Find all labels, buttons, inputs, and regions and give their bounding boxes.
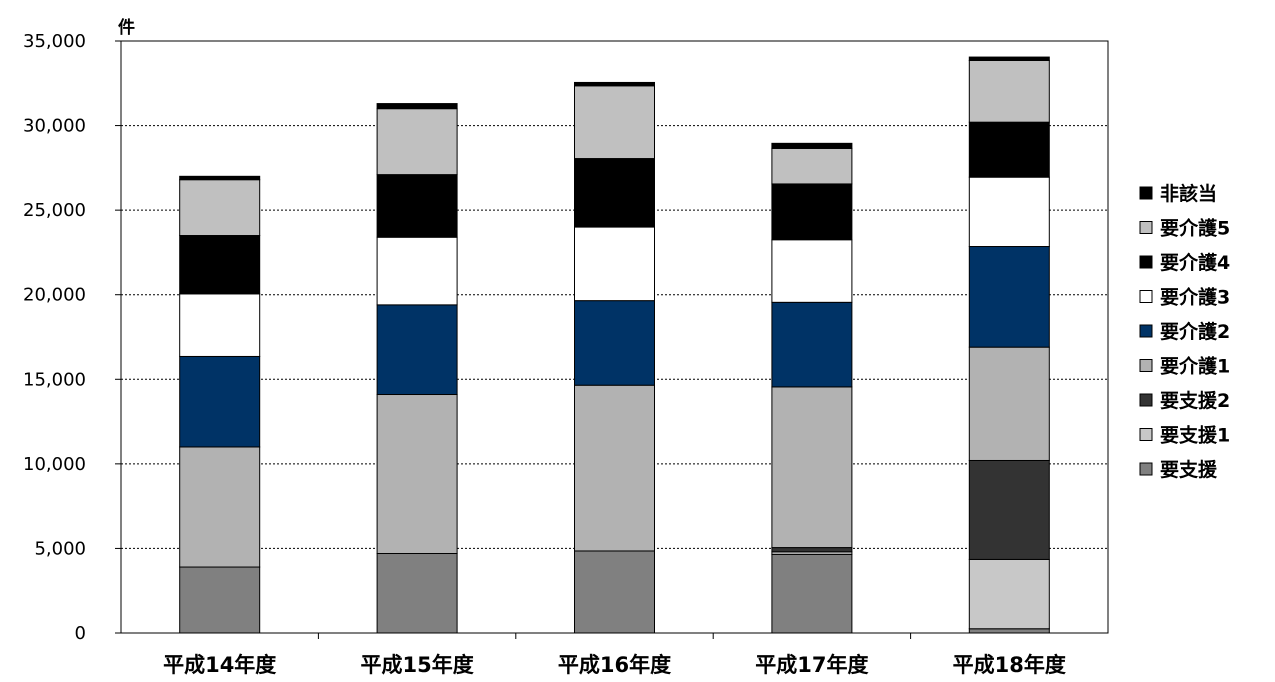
legend-label: 要介護1: [1160, 355, 1230, 378]
bar-segment: [376, 553, 458, 634]
bar-segment: [179, 446, 261, 568]
y-tick-label: 15,000: [23, 369, 86, 390]
bar-segment: [179, 293, 261, 357]
bar-segment: [574, 158, 655, 228]
bar-segment: [771, 301, 853, 388]
x-category-label: 平成16年度: [558, 653, 671, 677]
bar-segment: [574, 81, 655, 87]
bar-segment: [179, 179, 261, 237]
bars: [179, 56, 1050, 634]
legend-swatch: [1139, 255, 1153, 269]
x-category-label: 平成14年度: [163, 653, 276, 677]
bar-segment: [968, 176, 1050, 248]
bar-segment: [574, 85, 655, 160]
bar-segment: [968, 59, 1050, 123]
bar-segment: [968, 56, 1050, 61]
legend-label: 要介護2: [1160, 320, 1230, 343]
labels: 0 5,000 10,000 15,000 20,000 25,000 30,000 35,0…: [23, 17, 1066, 677]
legend-swatch: [1139, 359, 1153, 372]
x-category-label: 平成18年度: [953, 653, 1066, 677]
legend-label: 要支援: [1160, 458, 1218, 481]
legend-label: 要支援2: [1160, 389, 1230, 412]
legend-label: 要介護5: [1160, 217, 1230, 240]
y-tick-label: 30,000: [23, 116, 86, 137]
bar-segment: [771, 386, 853, 549]
bar-segment: [574, 226, 655, 302]
legend-swatch: [1139, 186, 1153, 200]
legend-label: 要介護4: [1160, 251, 1230, 274]
y-tick-label: 20,000: [23, 285, 86, 306]
bar-segment: [968, 558, 1050, 630]
bar-segment: [968, 121, 1050, 178]
legend-swatch: [1139, 221, 1153, 234]
legend-label: 要支援1: [1160, 424, 1230, 447]
bar-segment: [376, 394, 458, 555]
bar-segment: [771, 553, 853, 634]
bar-segment: [179, 355, 261, 448]
bar-segment: [179, 235, 261, 295]
plot-area-border: [120, 40, 1109, 634]
bar-segment: [968, 246, 1050, 348]
y-unit-label: 件: [118, 17, 135, 38]
y-tick-label: 10,000: [23, 454, 86, 475]
legend-swatch: [1139, 290, 1153, 303]
bar-segment: [376, 103, 458, 110]
bar-segment: [179, 175, 261, 181]
legend-swatch: [1139, 462, 1153, 476]
bar-segment: [771, 547, 853, 553]
x-category-label: 平成15年度: [360, 653, 473, 677]
bar-segment: [574, 550, 655, 634]
bar-segment: [771, 239, 853, 303]
bar-segment: [771, 183, 853, 241]
bar-segment: [968, 459, 1050, 560]
bar-segment: [574, 384, 655, 552]
legend-label: 非該当: [1160, 182, 1217, 205]
y-tick-label: 0: [75, 623, 86, 644]
bar-segment: [376, 236, 458, 306]
bar-segment: [968, 628, 1050, 634]
y-tick-label: 25,000: [23, 200, 86, 221]
bar-segment: [376, 304, 458, 396]
legend-swatch: [1139, 393, 1153, 407]
bar-segment: [771, 142, 853, 149]
axes: [115, 40, 1109, 639]
legend-swatch: [1139, 428, 1153, 441]
y-tick-label: 35,000: [23, 31, 86, 52]
bar-segment: [574, 300, 655, 386]
x-category-label: 平成17年度: [755, 653, 868, 677]
bar-segment: [179, 566, 261, 634]
bar-segment: [376, 174, 458, 238]
y-tick-label: 5,000: [34, 538, 86, 559]
bar-segment: [771, 147, 853, 185]
legend-swatch: [1139, 324, 1153, 338]
bar-segment: [376, 108, 458, 176]
legend-label: 要介護3: [1160, 286, 1230, 309]
bar-segment: [968, 346, 1050, 461]
